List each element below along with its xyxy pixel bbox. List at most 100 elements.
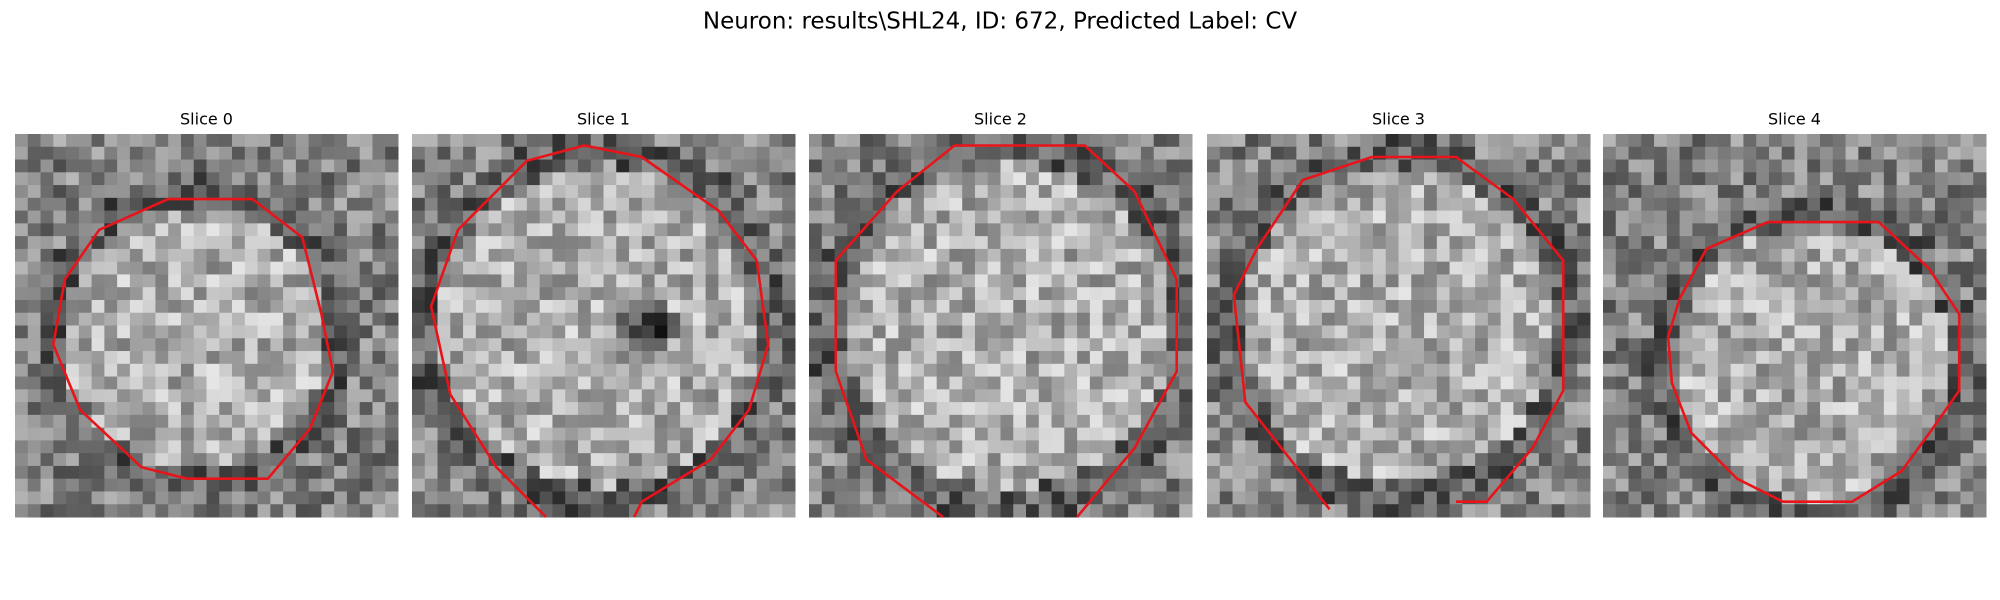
pixel	[1973, 491, 1987, 505]
pixel	[244, 185, 259, 199]
pixel	[1449, 248, 1463, 263]
pixel	[577, 146, 592, 161]
pixel	[1845, 389, 1859, 403]
pixel	[539, 248, 553, 263]
pixel	[756, 172, 770, 186]
pixel	[654, 427, 668, 441]
pixel	[1334, 453, 1348, 467]
pixel	[193, 134, 207, 148]
pixel	[1179, 159, 1193, 173]
pixel	[1756, 325, 1770, 339]
pixel	[91, 287, 105, 301]
pixel	[1436, 478, 1451, 492]
pixel	[1858, 504, 1872, 518]
pixel	[232, 351, 246, 365]
pixel	[346, 210, 361, 224]
pixel	[1526, 248, 1540, 263]
pixel	[1909, 299, 1923, 314]
pixel	[949, 414, 963, 429]
pixel	[974, 172, 989, 186]
pixel	[219, 172, 233, 186]
pixel	[860, 312, 874, 326]
pixel	[1179, 261, 1193, 275]
pixel	[1360, 504, 1374, 518]
pixel	[321, 299, 335, 314]
pixel	[1153, 134, 1167, 148]
pixel	[295, 376, 310, 390]
pixel	[1077, 351, 1091, 365]
pixel	[949, 504, 963, 518]
pixel	[15, 376, 29, 390]
pixel	[1475, 185, 1489, 199]
pixel	[718, 172, 732, 186]
pixel	[821, 414, 836, 429]
pixel	[1768, 134, 1783, 148]
pixel	[15, 465, 29, 480]
pixel	[1051, 363, 1065, 378]
pixel	[488, 351, 502, 365]
pixel	[1077, 185, 1091, 199]
pixel	[603, 478, 617, 492]
pixel	[1500, 414, 1514, 429]
pixel	[1128, 389, 1142, 403]
pixel	[756, 376, 770, 390]
pixel	[244, 414, 259, 429]
pixel	[1654, 338, 1668, 352]
pixel	[257, 491, 271, 505]
pixel	[334, 440, 348, 454]
pixel	[526, 440, 541, 454]
pixel	[1128, 338, 1142, 352]
pixel	[1385, 287, 1399, 301]
pixel	[270, 440, 284, 454]
pixel	[1424, 325, 1438, 339]
pixel	[1411, 172, 1425, 186]
pixel	[1140, 261, 1155, 275]
pixel	[475, 504, 490, 518]
pixel	[346, 427, 361, 441]
pixel	[1922, 351, 1936, 365]
pixel	[769, 453, 783, 467]
pixel	[1947, 287, 1961, 301]
pixel	[1385, 312, 1399, 326]
pixel	[1153, 299, 1167, 314]
pixel	[1896, 414, 1910, 429]
pixel	[769, 478, 783, 492]
pixel	[40, 491, 54, 505]
pixel	[1153, 363, 1167, 378]
pixel	[385, 351, 399, 365]
pixel	[1140, 159, 1155, 173]
pixel	[526, 376, 541, 390]
pixel	[334, 363, 348, 378]
pixel	[847, 440, 861, 454]
pixel	[1360, 414, 1374, 429]
pixel	[1449, 338, 1463, 352]
pixel	[1654, 402, 1668, 416]
pixel	[1153, 287, 1167, 301]
pixel	[782, 223, 796, 237]
pixel	[1372, 197, 1387, 212]
pixel	[1641, 210, 1655, 224]
pixel	[1858, 453, 1872, 467]
pixel	[1372, 491, 1387, 505]
pixel	[295, 338, 310, 352]
pixel	[1641, 440, 1655, 454]
pixel	[1883, 172, 1898, 186]
pixel	[1807, 440, 1821, 454]
pixel	[1526, 159, 1540, 173]
pixel	[1526, 287, 1540, 301]
pixel	[91, 159, 105, 173]
pixel	[346, 363, 361, 378]
pixel	[1654, 287, 1668, 301]
pixel	[1360, 351, 1374, 365]
pixel	[129, 185, 144, 199]
pixel	[514, 299, 528, 314]
pixel	[1347, 465, 1361, 480]
pixel	[1283, 376, 1297, 390]
pixel	[155, 414, 169, 429]
pixel	[334, 453, 348, 467]
pixel	[1743, 185, 1757, 199]
pixel	[962, 478, 976, 492]
pixel	[1960, 274, 1974, 288]
pixel	[334, 402, 348, 416]
pixel	[743, 414, 758, 429]
